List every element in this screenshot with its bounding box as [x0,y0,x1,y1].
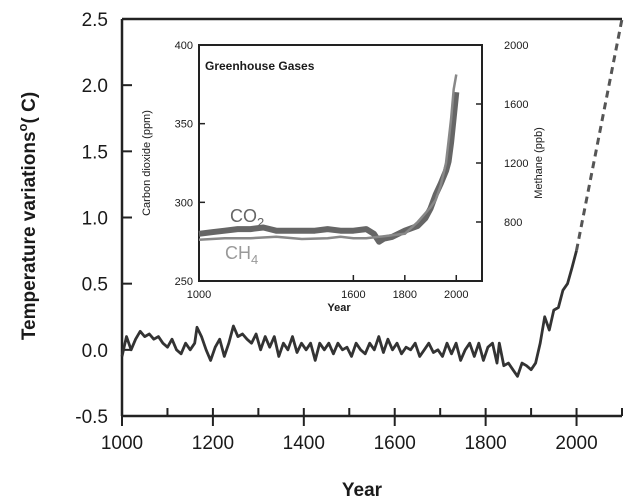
y-axis-title-degree: o [15,123,30,131]
co2-label-main: CO [230,206,257,226]
main-y-tick-label: 2.5 [82,10,108,31]
y-axis-title-main: Temperature variations [19,131,40,340]
svg-text:Temperature variationso( C): Temperature variationso( C) [15,92,40,340]
main-x-tick-label: 1000 [101,433,143,454]
inset-left-tick-label: 250 [175,276,193,288]
inset-left-tick-label: 400 [175,40,193,52]
main-x-axis-title: Year [342,480,383,499]
main-y-tick-label: -0.5 [75,407,108,428]
inset-left-axis-title: Carbon dioxide (ppm) [141,110,153,216]
inset-left-tick-label: 300 [175,197,193,209]
inset-x-axis-title: Year [327,302,351,314]
y-axis-title-unit: ( C) [19,92,40,124]
inset-x-tick-label: 1800 [393,289,417,301]
inset-left-tick-label: 350 [175,119,193,131]
inset-right-tick-label: 1200 [504,158,528,170]
inset-right-tick-label: 800 [504,217,522,229]
inset-title: Greenhouse Gases [205,59,315,73]
main-y-ticks: -0.5 0.0 0.5 1.0 1.5 2.0 2.5 [75,10,132,428]
inset-right-axis-title: Methane (ppb) [533,127,545,199]
temperature-line [120,250,578,378]
main-x-tick-label: 2000 [555,433,597,454]
main-y-tick-label: 1.0 [82,209,108,230]
inset-x-tick-label: 1000 [187,289,211,301]
main-x-tick-label: 1600 [374,433,416,454]
inset-right-tick-label: 1600 [504,99,528,111]
inset-x-tick-label: 2000 [444,289,468,301]
inset-x-tick-label: 1600 [341,289,365,301]
inset-x-ticks: 1000 1600 1800 2000 [187,275,469,301]
inset-right-tick-label: 2000 [504,40,528,52]
inset-frame [198,44,483,282]
co2-label-sub: 2 [257,215,264,230]
main-x-ticks: 1000 1200 1400 1600 1800 2000 [101,408,623,454]
main-y-tick-label: 0.5 [82,275,108,296]
inset-chart: Greenhouse Gases 250 300 350 400 800 1200 160… [141,40,545,314]
projection-dashed-line [575,18,624,251]
ch4-label-main: CH [225,243,251,263]
main-x-tick-label: 1200 [192,433,234,454]
main-x-tick-label: 1400 [283,433,325,454]
main-series [120,18,624,378]
inset-series [198,74,460,245]
main-y-axis-title: Temperature variationso( C) [15,92,40,340]
main-y-tick-label: 1.5 [82,142,108,163]
main-y-tick-label: 2.0 [82,76,108,97]
ch4-series-label: CH4 [225,243,258,267]
ch4-line [198,74,458,241]
inset-left-ticks: 250 300 350 400 [175,40,205,288]
ch4-label-sub: 4 [251,252,258,267]
inset-right-ticks: 800 1200 1600 2000 [476,40,528,229]
main-y-tick-label: 0.0 [82,341,108,362]
co2-series-label: CO2 [230,206,264,230]
main-x-tick-label: 1800 [464,433,506,454]
